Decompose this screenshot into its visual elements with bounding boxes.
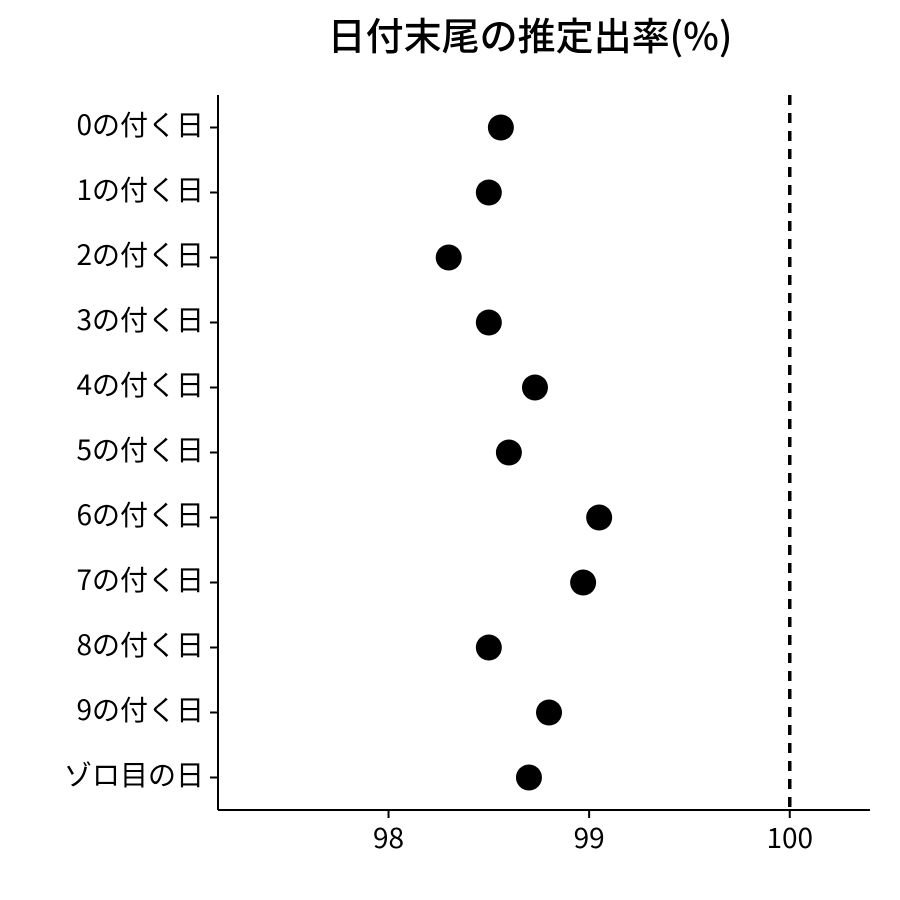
y-tick-label: ゾロ目の日 [64,754,204,794]
data-point [516,765,542,791]
y-tick-label: 9の付く日 [76,689,204,729]
y-tick-label: 0の付く日 [76,104,204,144]
y-tick-label: 6の付く日 [76,494,204,534]
data-point [436,245,462,271]
data-point [476,180,502,206]
y-tick-label: 3の付く日 [76,299,204,339]
data-point [476,635,502,661]
data-point [586,505,612,531]
y-tick-label: 4の付く日 [76,364,204,404]
chart-title: 日付末尾の推定出率(%) [328,6,733,61]
y-tick-label: 8の付く日 [76,624,204,664]
y-tick-label: 2の付く日 [76,234,204,274]
x-tick-label: 99 [574,817,605,857]
x-tick-label: 100 [766,817,813,857]
data-point [488,115,514,141]
dot-plot-chart: 日付末尾の推定出率(%) 98 99 100 0の付く日 1の付く日 2の付く日 3の付く日 4… [0,0,900,900]
y-tick-label: 7の付く日 [76,559,204,599]
data-point [476,310,502,336]
data-point [536,700,562,726]
y-tick-label: 5の付く日 [76,429,204,469]
data-point [522,375,548,401]
data-point [496,440,522,466]
x-tick-label: 98 [373,817,404,857]
data-point [570,570,596,596]
y-tick-label: 1の付く日 [76,169,204,209]
